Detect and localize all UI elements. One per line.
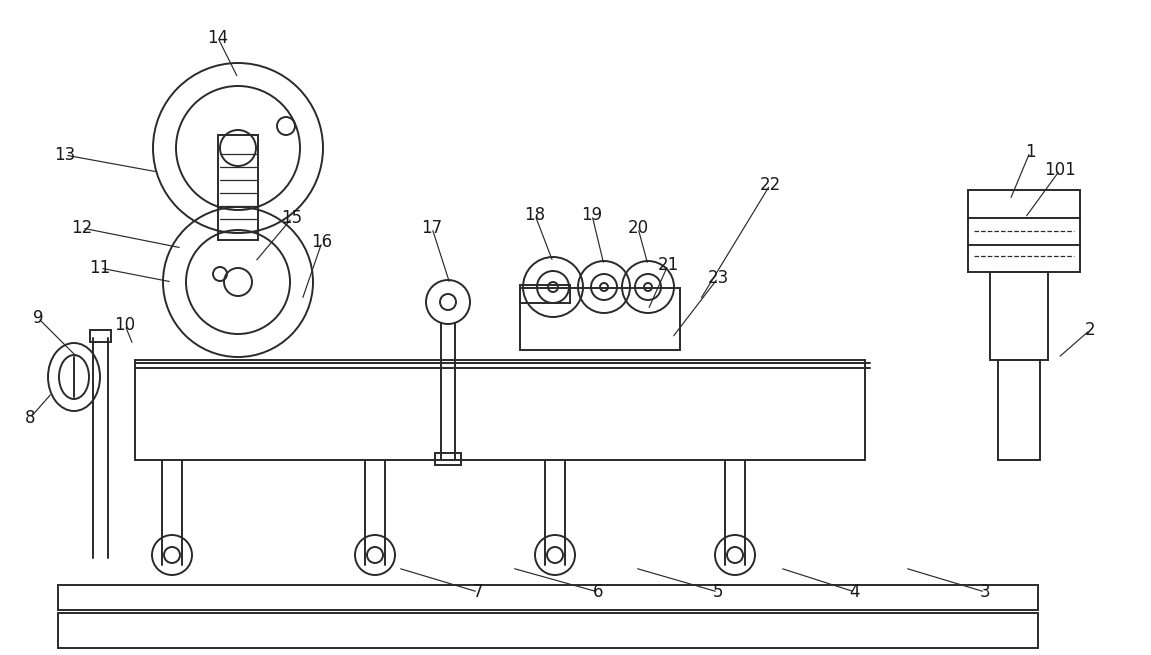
Bar — [998, 360, 1041, 460]
Bar — [520, 288, 680, 350]
Text: 8: 8 — [25, 409, 36, 427]
Text: 22: 22 — [760, 176, 780, 194]
Bar — [90, 330, 110, 342]
Text: 5: 5 — [712, 583, 723, 601]
Text: 15: 15 — [282, 209, 303, 227]
Text: 9: 9 — [32, 309, 44, 327]
Text: 101: 101 — [1044, 161, 1076, 179]
Text: 16: 16 — [312, 233, 333, 251]
Text: 4: 4 — [849, 583, 860, 601]
Text: 13: 13 — [54, 146, 76, 164]
Text: 14: 14 — [207, 29, 229, 47]
Text: 20: 20 — [627, 219, 648, 237]
Text: 23: 23 — [708, 269, 729, 287]
Text: 2: 2 — [1084, 321, 1096, 339]
Text: 6: 6 — [593, 583, 603, 601]
Bar — [990, 272, 1049, 360]
Text: 10: 10 — [114, 316, 136, 334]
Text: 19: 19 — [581, 206, 603, 224]
Bar — [218, 135, 258, 240]
Text: 21: 21 — [657, 256, 679, 274]
Text: 11: 11 — [90, 259, 110, 277]
Bar — [520, 285, 570, 303]
Bar — [135, 360, 866, 460]
Text: 7: 7 — [473, 583, 483, 601]
Bar — [58, 613, 1038, 648]
Bar — [435, 453, 462, 465]
Text: 18: 18 — [525, 206, 546, 224]
Text: 3: 3 — [980, 583, 990, 601]
Bar — [968, 190, 1080, 272]
Bar — [58, 585, 1038, 610]
Text: 12: 12 — [71, 219, 92, 237]
Text: 1: 1 — [1024, 143, 1035, 161]
Text: 17: 17 — [421, 219, 443, 237]
